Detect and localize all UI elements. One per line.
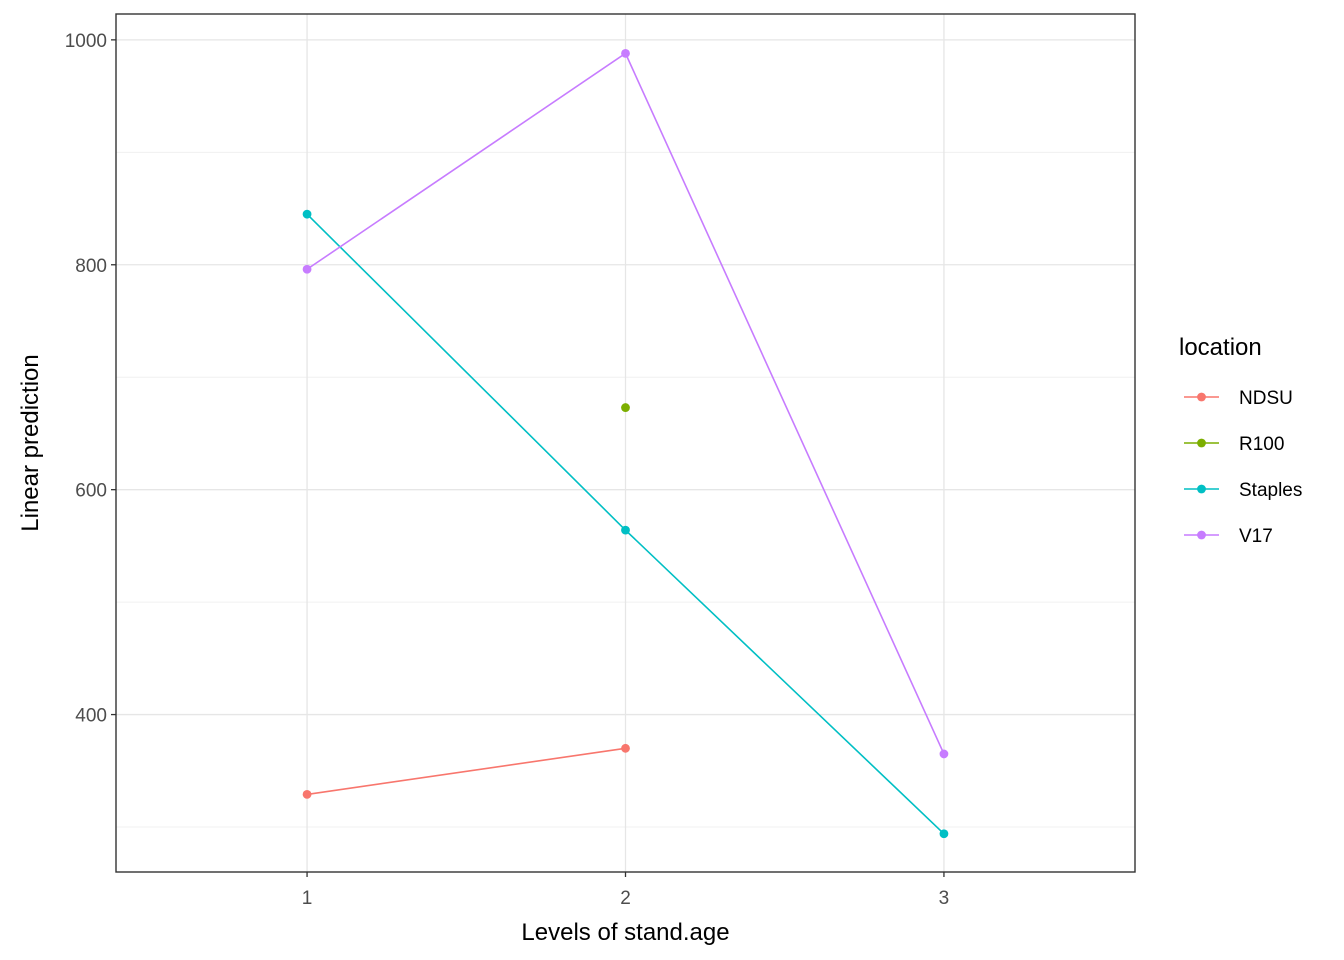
data-point-staples bbox=[302, 209, 312, 219]
data-point-ndsu bbox=[621, 743, 630, 753]
data-point-v17 bbox=[939, 749, 949, 759]
legend-key-point-v17 bbox=[1197, 530, 1206, 540]
legend-key-point-r100 bbox=[1197, 438, 1206, 448]
y-tick-label: 400 bbox=[75, 706, 107, 727]
data-point-staples bbox=[939, 829, 949, 839]
data-point-v17 bbox=[302, 264, 312, 274]
legend-label-staples: Staples bbox=[1239, 480, 1302, 501]
y-tick-label: 1000 bbox=[65, 31, 107, 52]
legend-label-v17: V17 bbox=[1239, 526, 1273, 547]
legend-key-point-staples bbox=[1197, 484, 1206, 494]
series-points bbox=[302, 48, 949, 839]
legend-label-r100: R100 bbox=[1239, 434, 1284, 455]
y-tick-label: 600 bbox=[75, 481, 107, 502]
x-axis-ticks: 1 2 3 bbox=[302, 872, 949, 909]
legend: NDSU R100 Staples V17 bbox=[1184, 388, 1302, 547]
major-gridlines bbox=[116, 14, 1135, 872]
data-point-v17 bbox=[621, 48, 630, 58]
legend-title: location bbox=[1179, 334, 1262, 361]
x-axis-title: Levels of stand.age bbox=[521, 919, 729, 946]
x-tick-label: 3 bbox=[939, 888, 950, 909]
y-axis-title: Linear prediction bbox=[17, 354, 44, 531]
data-point-r100 bbox=[621, 403, 630, 412]
x-tick-label: 1 bbox=[302, 888, 313, 909]
y-axis-ticks: 400 600 800 1000 bbox=[65, 31, 116, 727]
legend-key-point-ndsu bbox=[1197, 392, 1206, 402]
data-point-ndsu bbox=[302, 790, 312, 799]
legend-label-ndsu: NDSU bbox=[1239, 388, 1293, 409]
x-tick-label: 2 bbox=[620, 888, 631, 909]
y-tick-label: 800 bbox=[75, 256, 107, 277]
series-line-ndsu bbox=[306, 747, 626, 796]
data-point-staples bbox=[621, 525, 630, 535]
